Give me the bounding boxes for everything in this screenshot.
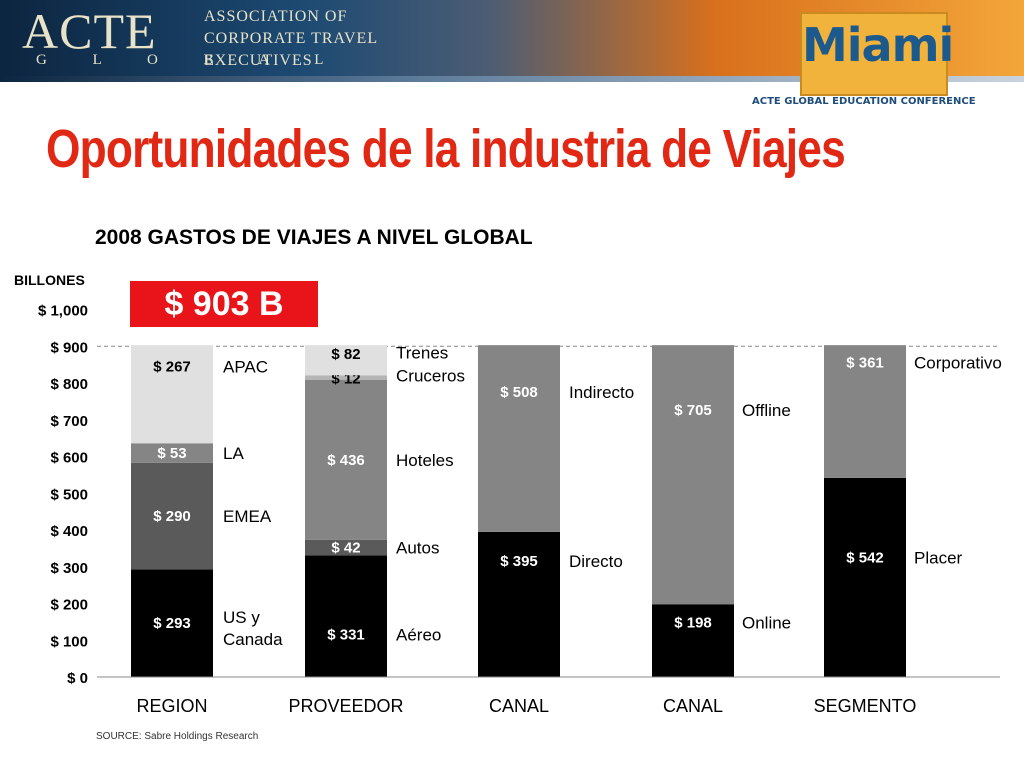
bar-segment xyxy=(305,375,387,380)
bar-segment xyxy=(305,555,387,677)
data-label: $ 293 xyxy=(153,615,191,632)
data-label: $ 198 xyxy=(674,614,712,631)
data-label: $ 542 xyxy=(846,549,884,566)
y-tick-label: $ 300 xyxy=(50,560,88,577)
bar-segment xyxy=(131,345,213,444)
segment-name-label: US y xyxy=(223,608,260,627)
data-label: $ 436 xyxy=(327,452,365,469)
data-label: $ 508 xyxy=(500,384,538,401)
conference-name: ACTE GLOBAL EDUCATION CONFERENCE xyxy=(752,96,976,107)
banner-strip xyxy=(0,76,1024,82)
segment-name-label: APAC xyxy=(223,358,268,377)
bar-segment xyxy=(824,477,906,677)
source-note: SOURCE: Sabre Holdings Research xyxy=(96,731,259,742)
segment-name-label: Hoteles xyxy=(396,451,454,470)
data-label: $ 705 xyxy=(674,402,712,419)
x-category-label: SEGMENTO xyxy=(814,696,917,716)
segment-name-label: Placer xyxy=(914,548,963,567)
segment-name-label: Offline xyxy=(742,401,791,420)
segment-name-label: Cruceros xyxy=(396,366,465,385)
total-badge: $ 903 B xyxy=(130,281,318,327)
segment-name-label: Corporativo xyxy=(914,353,1002,372)
chart-title: 2008 GASTOS DE VIAJES A NIVEL GLOBAL xyxy=(95,226,533,249)
miami-logo-text: Miami xyxy=(802,18,954,72)
organization-line: EXECUTIVES xyxy=(204,52,313,69)
y-tick-label: $ 200 xyxy=(50,597,88,614)
organization-line: CORPORATE TRAVEL xyxy=(204,30,379,47)
bar-segment xyxy=(478,345,560,532)
y-tick-label: $ 700 xyxy=(50,413,88,430)
data-label: $ 395 xyxy=(500,553,538,570)
y-tick-label: $ 800 xyxy=(50,376,88,393)
segment-name-label: Canada xyxy=(223,630,283,649)
x-category-label: CANAL xyxy=(663,696,723,716)
miami-logo: Miami xyxy=(800,12,954,96)
bar-segment xyxy=(131,462,213,570)
x-category-label: REGION xyxy=(136,696,207,716)
data-label: $ 53 xyxy=(157,445,186,462)
y-tick-label: $ 900 xyxy=(50,339,88,356)
data-label: $ 267 xyxy=(153,359,191,376)
data-label: $ 290 xyxy=(153,508,191,525)
y-tick-label: $ 100 xyxy=(50,633,88,650)
y-tick-label: $ 600 xyxy=(50,450,88,467)
page-title: Oportunidades de la industria de Viajes xyxy=(46,119,846,179)
bar-segment xyxy=(478,531,560,677)
segment-name-label: Autos xyxy=(396,539,439,558)
bar-segment xyxy=(305,345,387,376)
bar-segment xyxy=(131,443,213,463)
y-axis-unit-label: BILLONES xyxy=(14,272,85,288)
segment-name-label: LA xyxy=(223,444,244,463)
segment-name-label: Trenes xyxy=(396,344,448,363)
segment-name-label: Directo xyxy=(569,552,623,571)
bar-segment xyxy=(305,539,387,556)
data-label: $ 361 xyxy=(846,354,884,371)
bar-segment xyxy=(824,345,906,478)
organization-line: ASSOCIATION OF xyxy=(204,8,348,25)
y-tick-label: $ 500 xyxy=(50,486,88,503)
data-label: $ 82 xyxy=(331,346,360,363)
segment-name-label: Online xyxy=(742,613,791,632)
data-label: $ 42 xyxy=(331,540,360,557)
acte-logo: ACTE xyxy=(22,3,157,59)
data-label: $ 331 xyxy=(327,626,365,643)
acte-logo-subtitle: G L O B A L xyxy=(36,52,345,68)
bar-segment xyxy=(131,569,213,677)
y-tick-label: $ 1,000 xyxy=(38,303,88,320)
bar-segment xyxy=(652,345,734,605)
y-tick-label: $ 0 xyxy=(67,670,88,687)
segment-name-label: Indirecto xyxy=(569,383,634,402)
organization-name: ASSOCIATION OF CORPORATE TRAVEL EXECUTIV… xyxy=(204,6,378,72)
segment-name-label: EMEA xyxy=(223,507,272,526)
y-tick-label: $ 400 xyxy=(50,523,88,540)
segment-name-label: Aéreo xyxy=(396,625,441,644)
bar-segment xyxy=(305,379,387,540)
x-category-label: PROVEEDOR xyxy=(288,696,403,716)
x-category-label: CANAL xyxy=(489,696,549,716)
bar-segment xyxy=(652,604,734,677)
